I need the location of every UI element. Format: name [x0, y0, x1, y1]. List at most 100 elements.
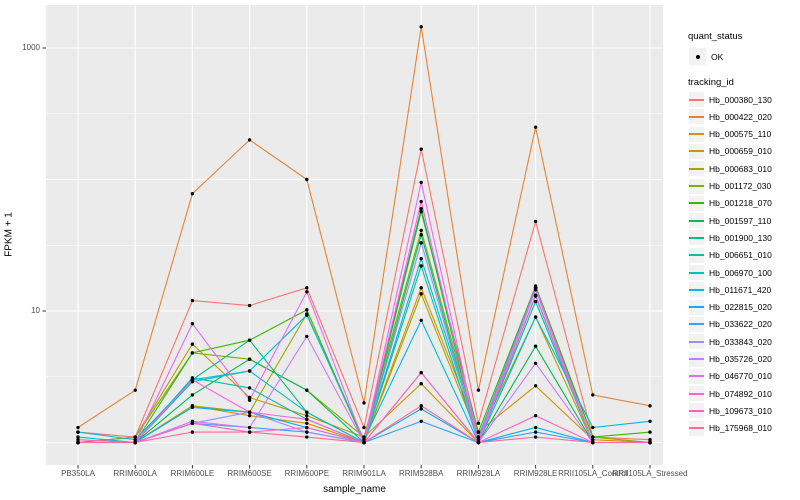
legend-key-line-icon	[689, 409, 704, 412]
y-axis-title: FPKM + 1	[3, 212, 15, 257]
data-point	[648, 404, 652, 408]
data-point	[648, 430, 652, 434]
data-point	[648, 440, 652, 445]
data-point	[419, 381, 423, 386]
legend-item-ok: OK	[689, 48, 723, 65]
data-point	[305, 313, 309, 317]
data-point	[247, 413, 252, 418]
data-point	[362, 440, 366, 445]
data-point	[190, 393, 195, 397]
data-point	[305, 286, 309, 290]
legend-item-label: Hb_001900_130	[709, 232, 772, 243]
data-point	[533, 286, 538, 290]
data-point	[533, 299, 538, 304]
legend-item: Hb_000422_020	[689, 108, 772, 125]
data-point	[533, 293, 538, 297]
data-point	[362, 435, 366, 439]
data-point	[190, 298, 195, 303]
data-point	[419, 147, 423, 151]
data-point	[247, 338, 252, 342]
data-point	[133, 435, 137, 439]
y-tick-label: 1000	[22, 43, 40, 52]
data-point	[362, 438, 366, 442]
legend-key-line-icon	[689, 219, 704, 222]
legend-key-line-icon	[689, 288, 704, 291]
panel-background	[46, 5, 663, 465]
legend-key	[689, 143, 704, 159]
data-point	[133, 440, 137, 445]
legend-key-line-icon	[689, 427, 704, 430]
data-point	[533, 344, 538, 348]
data-point	[419, 286, 423, 290]
x-tick-label: RRIM928BA	[398, 469, 444, 478]
legend-key-line-icon	[689, 375, 704, 378]
data-point	[190, 430, 195, 434]
data-point	[305, 290, 309, 294]
x-tick-label: RRIM600LA	[113, 469, 157, 478]
legend-item: Hb_011671_420	[689, 281, 771, 298]
data-point	[476, 430, 481, 434]
legend-key	[689, 247, 704, 263]
data-point	[305, 417, 309, 422]
data-point	[305, 308, 309, 312]
data-point	[419, 404, 423, 408]
legend-key	[689, 126, 704, 142]
legend-key	[689, 265, 704, 280]
data-point	[476, 438, 481, 442]
data-point	[190, 322, 195, 326]
data-point	[190, 378, 195, 382]
data-point	[305, 435, 309, 439]
legend-key-line-icon	[689, 202, 704, 205]
data-point	[247, 369, 252, 373]
x-tick-label: RRIM600LE	[170, 469, 215, 478]
x-tick-label: RRIM901LA	[342, 469, 386, 478]
legend-item: Hb_035726_020	[689, 351, 772, 368]
data-point	[476, 421, 481, 425]
legend-item-label: Hb_000380_130	[709, 94, 772, 105]
point-marker-icon	[695, 54, 700, 59]
data-point	[591, 440, 595, 445]
legend-item: Hb_175968_010	[689, 420, 772, 437]
data-point	[419, 180, 423, 185]
x-tick-label: RRIM928LE	[513, 469, 558, 478]
data-point	[247, 398, 252, 402]
x-axis-title: sample_name	[323, 484, 386, 495]
legend-key-line-icon	[689, 185, 704, 187]
data-point	[533, 384, 538, 388]
legend-key	[689, 161, 704, 177]
data-point	[190, 405, 195, 410]
data-point	[591, 435, 595, 439]
legend-title-tracking-id: tracking_id	[688, 77, 734, 88]
legend-key	[689, 420, 704, 436]
data-point	[305, 334, 309, 339]
legend-key	[689, 368, 704, 384]
y-tick-label: 10	[31, 306, 40, 315]
data-point	[76, 435, 80, 439]
legend-title-quant-status: quant_status	[688, 31, 743, 42]
data-point	[591, 393, 595, 397]
legend-item-label: Hb_006970_100	[709, 267, 772, 278]
legend-key	[689, 316, 704, 332]
data-point	[591, 425, 595, 430]
legend-item-label: Hb_000575_110	[709, 129, 772, 140]
data-point	[419, 206, 423, 211]
data-point	[247, 425, 252, 430]
data-point	[419, 370, 423, 375]
data-point	[533, 425, 538, 430]
legend-key-line-icon	[689, 133, 704, 136]
data-point	[419, 264, 423, 268]
legend-key-line-icon	[689, 150, 704, 153]
legend-key	[689, 334, 704, 350]
data-point	[533, 125, 538, 129]
legend-item: Hb_000659_010	[689, 143, 772, 160]
data-point	[533, 219, 538, 224]
legend-item-label: Hb_000683_010	[709, 163, 772, 174]
legend-item-label: Hb_006651_010	[709, 250, 772, 261]
data-point	[533, 435, 538, 439]
legend-item-label: Hb_001218_070	[709, 198, 772, 209]
legend-key-line-icon	[689, 167, 704, 170]
legend-key	[689, 109, 704, 125]
legend-item-label: Hb_175968_010	[709, 423, 772, 434]
data-point	[247, 138, 252, 142]
